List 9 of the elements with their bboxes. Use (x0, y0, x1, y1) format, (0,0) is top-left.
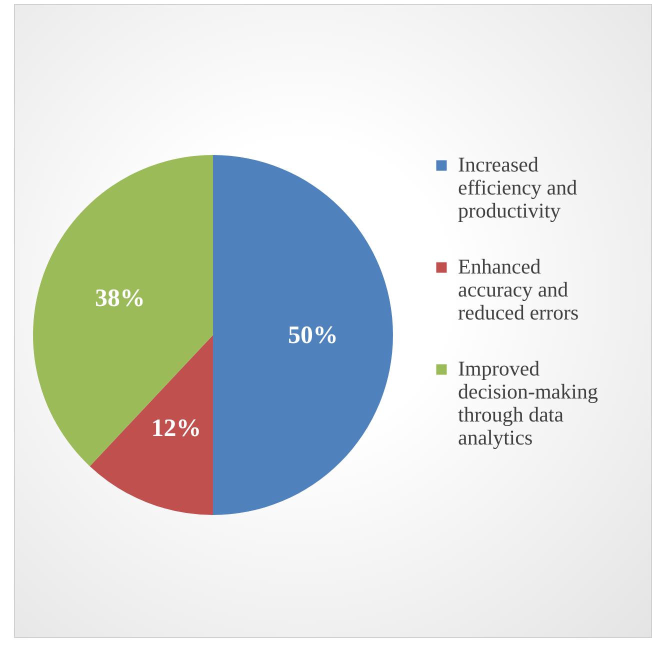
pie-slice (213, 155, 393, 515)
pie-slice (33, 155, 213, 466)
pie-slice (90, 335, 213, 515)
legend-label: Improved decision-making through data analytics (458, 356, 598, 450)
data-label: 12% (151, 414, 202, 442)
legend-label: Increased efficiency and productivity (458, 152, 578, 222)
data-label: 50% (288, 322, 338, 349)
legend-label: Enhanced accuracy and reduced errors (458, 254, 579, 324)
data-label: 38% (95, 285, 146, 312)
